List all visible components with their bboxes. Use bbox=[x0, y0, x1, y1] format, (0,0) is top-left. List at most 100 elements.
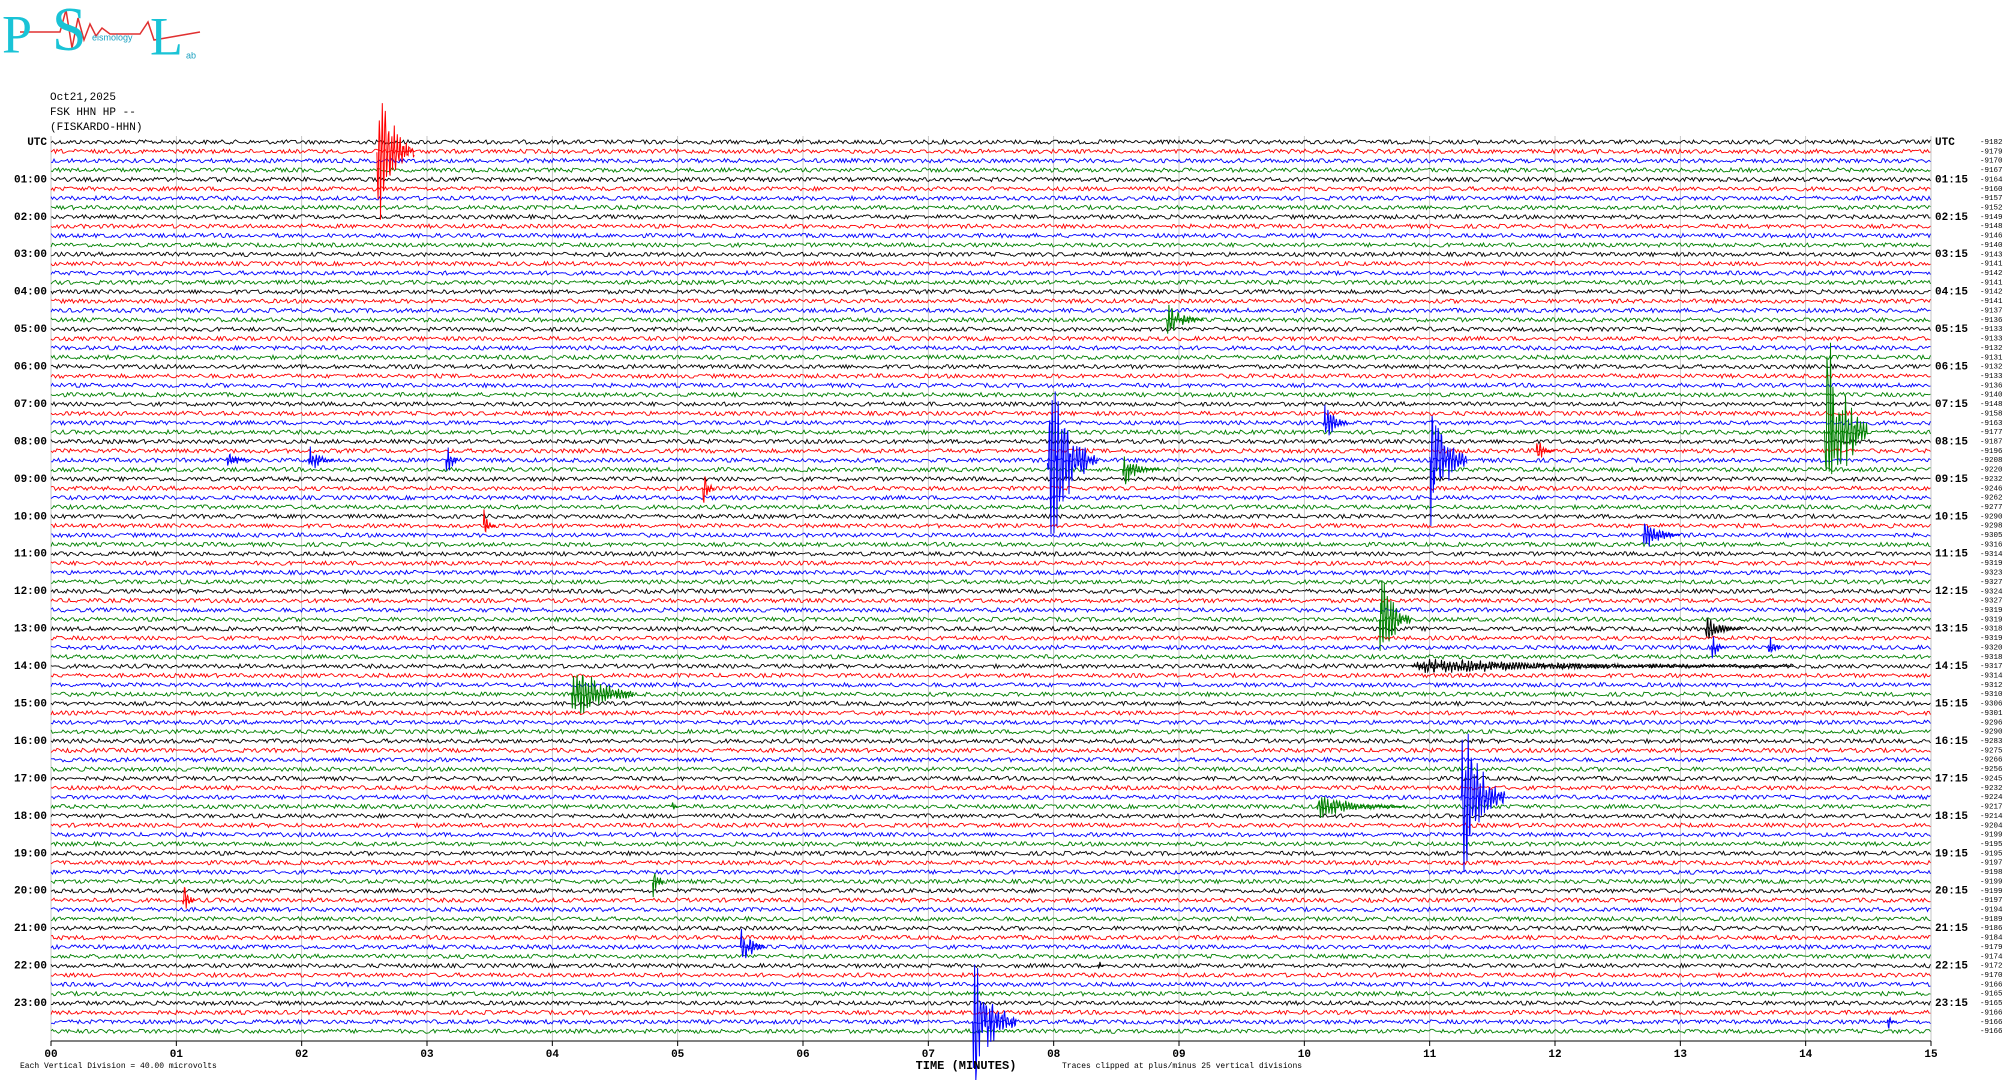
trace bbox=[50, 550, 1931, 558]
logo-letter: P bbox=[2, 4, 32, 64]
x-tick-label: 04 bbox=[546, 1049, 560, 1061]
trace bbox=[50, 456, 1931, 464]
trace bbox=[50, 522, 1931, 530]
left-time-label: 18:00 bbox=[14, 811, 47, 823]
trace bbox=[50, 475, 1931, 483]
trace bbox=[50, 148, 1931, 155]
trace bbox=[50, 653, 1931, 661]
trace bbox=[50, 850, 1931, 857]
offset-label: -9141 bbox=[1980, 298, 2003, 306]
offset-label: -9314 bbox=[1980, 551, 2003, 559]
trace bbox=[50, 513, 1931, 520]
offset-label: -9189 bbox=[1980, 916, 2003, 924]
trace bbox=[50, 213, 1931, 221]
offset-label: -9148 bbox=[1980, 223, 2003, 231]
trace bbox=[50, 1009, 1931, 1016]
trace bbox=[50, 466, 1931, 473]
x-tick-label: 02 bbox=[295, 1049, 308, 1061]
offset-label: -9142 bbox=[1980, 289, 2003, 297]
left-time-label: UTC bbox=[27, 137, 47, 149]
x-tick-label: 07 bbox=[922, 1049, 935, 1061]
offset-label: -9320 bbox=[1980, 644, 2003, 652]
events bbox=[182, 103, 1898, 1082]
logo-text: eismology bbox=[92, 32, 133, 42]
trace bbox=[50, 634, 1931, 642]
offset-label: -9187 bbox=[1980, 439, 2003, 447]
seismic-event bbox=[1704, 617, 1743, 639]
left-time-label: 14:00 bbox=[14, 661, 47, 673]
trace bbox=[50, 915, 1931, 923]
trace bbox=[50, 831, 1931, 838]
left-time-label: 12:00 bbox=[14, 586, 47, 598]
x-tick-label: 08 bbox=[1047, 1049, 1061, 1061]
offset-label: -9165 bbox=[1980, 1000, 2003, 1008]
right-time-label: 02:15 bbox=[1935, 212, 1968, 224]
trace bbox=[50, 962, 1931, 969]
left-time-label: 22:00 bbox=[14, 961, 47, 973]
seismic-event bbox=[1410, 658, 1794, 674]
seismic-event bbox=[1824, 342, 1869, 475]
trace bbox=[50, 260, 1931, 267]
offset-label: -9214 bbox=[1980, 813, 2003, 821]
trace bbox=[50, 410, 1931, 417]
offset-label: -9142 bbox=[1980, 270, 2003, 278]
trace bbox=[50, 709, 1931, 717]
offset-label: -9166 bbox=[1980, 981, 2003, 989]
trace bbox=[50, 728, 1931, 735]
right-time-label: 16:15 bbox=[1935, 736, 1968, 748]
right-time-label: 15:15 bbox=[1935, 699, 1968, 711]
trace bbox=[50, 625, 1931, 633]
right-time-label: 13:15 bbox=[1935, 624, 1968, 636]
offset-label: -9245 bbox=[1980, 775, 2003, 783]
offset-label: -9317 bbox=[1980, 663, 2003, 671]
right-time-label: 22:15 bbox=[1935, 961, 1968, 973]
trace bbox=[50, 597, 1931, 605]
seismic-event bbox=[739, 928, 766, 959]
trace bbox=[50, 587, 1931, 595]
left-time-label: 15:00 bbox=[14, 699, 47, 711]
seismic-event bbox=[226, 453, 252, 466]
right-time-label: 20:15 bbox=[1935, 886, 1968, 898]
right-time-label: 03:15 bbox=[1935, 249, 1968, 261]
trace bbox=[50, 981, 1931, 988]
right-time-label: 11:15 bbox=[1935, 549, 1968, 561]
offset-label: -9310 bbox=[1980, 691, 2003, 699]
trace bbox=[50, 934, 1931, 941]
offset-label: -9196 bbox=[1980, 448, 2003, 456]
offset-label: -9319 bbox=[1980, 560, 2003, 568]
seismic-event bbox=[1767, 637, 1781, 654]
trace bbox=[50, 204, 1931, 211]
seismic-event bbox=[182, 886, 196, 909]
trace bbox=[50, 878, 1931, 885]
offset-label: -9146 bbox=[1980, 233, 2003, 241]
offset-label: -9319 bbox=[1980, 635, 2003, 643]
trace bbox=[50, 794, 1931, 801]
seismic-event bbox=[652, 873, 665, 898]
station-name: (FISKARDO-HHN) bbox=[50, 122, 142, 134]
offset-label: -9164 bbox=[1980, 176, 2003, 184]
left-time-label: 10:00 bbox=[14, 511, 47, 523]
offset-label: -9158 bbox=[1980, 410, 2003, 418]
labels: 00 01 02 03 04 05 06 07 08 09 10 11 12 13 14 15-9182-91… bbox=[14, 137, 2003, 1061]
offset-label: -9141 bbox=[1980, 261, 2003, 269]
offset-label: -9296 bbox=[1980, 719, 2003, 727]
offset-label: -9306 bbox=[1980, 701, 2003, 709]
offset-label: -9197 bbox=[1980, 860, 2003, 868]
seismic-event bbox=[1886, 1016, 1898, 1029]
offset-label: -9163 bbox=[1980, 420, 2003, 428]
trace bbox=[50, 560, 1931, 567]
trace bbox=[50, 999, 1931, 1007]
left-time-label: 03:00 bbox=[14, 249, 47, 261]
seismic-event bbox=[1166, 304, 1205, 334]
offset-label: -9152 bbox=[1980, 205, 2003, 213]
offset-label: -9319 bbox=[1980, 607, 2003, 615]
trace bbox=[50, 971, 1931, 979]
left-time-label: 20:00 bbox=[14, 886, 47, 898]
x-tick-label: 03 bbox=[420, 1049, 434, 1061]
offset-label: -9324 bbox=[1980, 588, 2003, 596]
trace bbox=[50, 906, 1931, 913]
trace bbox=[50, 784, 1931, 792]
trace bbox=[50, 990, 1931, 998]
seismic-event bbox=[1322, 404, 1349, 436]
